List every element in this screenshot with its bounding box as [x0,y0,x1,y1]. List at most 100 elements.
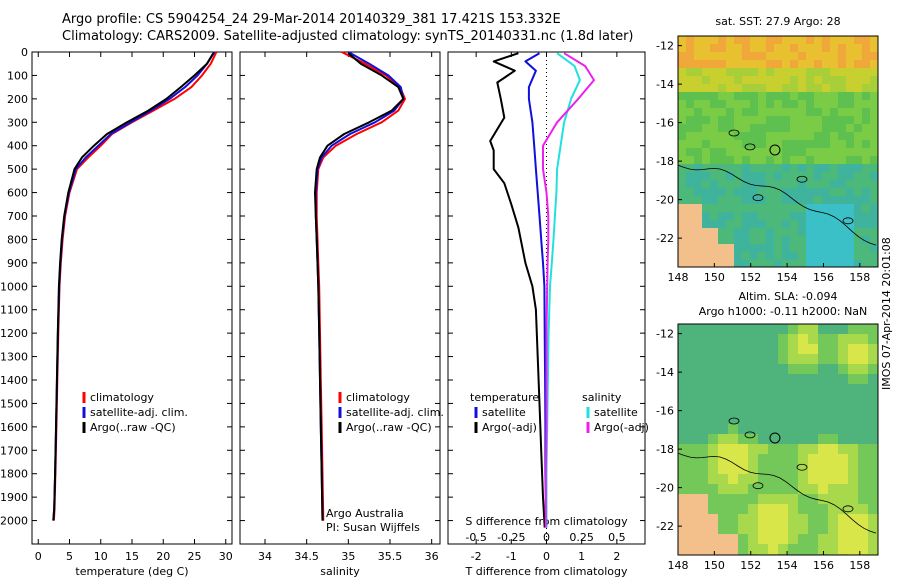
map-cell [814,76,822,84]
map-cell [790,204,798,212]
map-cell [838,148,846,156]
map-cell [678,344,688,354]
map-cell [854,84,862,92]
map-cell [838,204,846,212]
map-cell [728,324,738,334]
map-cell [694,116,702,124]
map-cell [838,444,848,454]
map-cell [806,44,814,52]
panel-difference: -2 -1 0 1 2 T difference from climatology -0.5… [447,51,649,578]
map-cell [788,514,798,524]
map-cell [758,504,768,514]
map-cell [806,100,814,108]
map-cell [846,252,854,260]
map-cell [862,236,870,244]
map-cell [742,244,750,252]
map-cell [718,344,728,354]
map-cell [848,484,858,494]
map-cell [870,84,878,92]
map-cell [868,524,878,534]
map-cell [708,474,718,484]
map-cell [766,92,774,100]
map-cell [862,244,870,252]
map-cell [742,68,750,76]
map-cell [734,100,742,108]
y-tick-label: 2000 [0,515,28,528]
map-cell [766,180,774,188]
map-cell [766,52,774,60]
map-cell [734,260,742,267]
map-cell [710,68,718,76]
map-cell [758,494,768,504]
map-cell [710,172,718,180]
map-cell [710,76,718,84]
map-cell [830,100,838,108]
map-cell [688,524,698,534]
map-cell [726,84,734,92]
series-line-argo-raw-qc- [52,52,215,521]
map-cell [694,196,702,204]
map-cell [790,92,798,100]
map-cell [806,68,814,76]
map-cell [758,534,768,544]
map-cell [838,404,848,414]
map-cell [830,204,838,212]
map-cell [778,414,788,424]
map-cell [808,444,818,454]
map-cell [798,188,806,196]
map-cell [766,204,774,212]
map-cell [768,474,778,484]
map-cell [798,84,806,92]
y-tick-label: 700 [7,210,28,223]
map-cell [822,68,830,76]
map-cell [828,334,838,344]
map-cell [686,164,694,172]
map-cell [806,220,814,228]
map-cell [806,260,814,267]
map-cell [782,100,790,108]
map-cell [766,116,774,124]
map-cell [728,444,738,454]
map-cell [718,384,728,394]
map-cell [742,84,750,92]
map-cell [814,148,822,156]
map-cell [694,180,702,188]
reef-outline [796,463,808,471]
reef-outline [796,175,808,183]
map-y-tick-label: -18 [656,155,674,168]
map-cell [846,124,854,132]
map-cell [710,196,718,204]
map-cell [738,404,748,414]
map-cell [694,236,702,244]
map-cell [698,504,708,514]
map-cell [726,236,734,244]
map-cell [774,164,782,172]
map-cell [798,252,806,260]
map-cell [806,204,814,212]
map-cell [738,334,748,344]
map-cell [790,188,798,196]
x-tick-label: 0 [35,550,42,563]
map-cell [814,60,822,68]
map-cell [862,252,870,260]
x-tick-label: -1 [506,550,517,563]
map-cell [828,444,838,454]
map-cell [774,100,782,108]
map-cell [838,474,848,484]
map-cell [798,148,806,156]
map-cell [822,52,830,60]
map-cell [828,534,838,544]
map-cell [718,354,728,364]
map-cell [782,172,790,180]
map-cell [838,36,846,44]
map-cell [710,124,718,132]
map-cell [862,108,870,116]
map-x-tick-label: 150 [704,271,725,284]
map-cell [718,374,728,384]
map-cell [758,464,768,474]
map-cell [822,84,830,92]
map-cell [710,60,718,68]
map-cell [708,464,718,474]
map-cell [788,384,798,394]
x2-tick-label: -0.5 [465,531,486,544]
